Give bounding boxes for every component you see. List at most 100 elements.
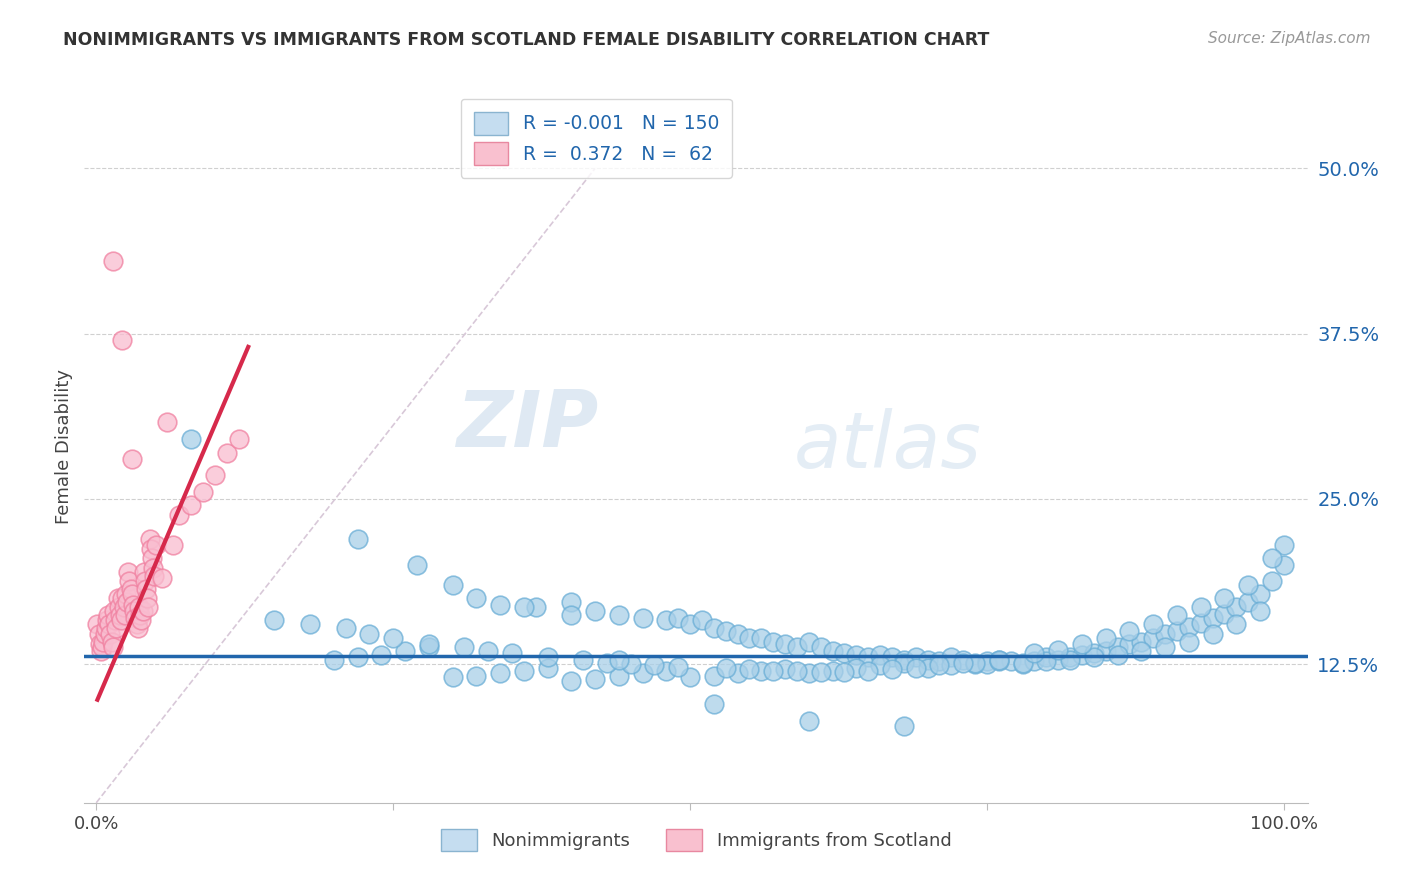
Point <box>394 644 416 658</box>
Point <box>963 656 986 670</box>
Point <box>1249 604 1271 618</box>
Point <box>132 565 155 579</box>
Point <box>406 558 429 572</box>
Point <box>738 631 761 645</box>
Point <box>1189 616 1212 631</box>
Point <box>86 617 108 632</box>
Point <box>138 600 160 615</box>
Point <box>821 644 844 658</box>
Point <box>941 650 963 665</box>
Y-axis label: Female Disability: Female Disability <box>55 368 73 524</box>
Point <box>1201 611 1223 625</box>
Point <box>93 634 115 648</box>
Point <box>869 648 891 662</box>
Point <box>810 665 832 679</box>
Point <box>453 640 475 654</box>
Point <box>583 672 606 686</box>
Point <box>1035 650 1057 665</box>
Point <box>418 640 440 654</box>
Point <box>465 669 488 683</box>
Point <box>1047 653 1070 667</box>
Point <box>655 614 678 628</box>
Point <box>191 485 214 500</box>
Point <box>856 650 879 665</box>
Point <box>834 665 856 679</box>
Text: atlas: atlas <box>794 408 981 484</box>
Point <box>465 591 488 605</box>
Point <box>1059 650 1081 665</box>
Point <box>1130 644 1153 658</box>
Point <box>963 657 986 671</box>
Point <box>1142 631 1164 645</box>
Point <box>90 644 112 658</box>
Point <box>596 656 619 670</box>
Point <box>952 656 974 670</box>
Point <box>114 608 136 623</box>
Point <box>96 614 118 628</box>
Point <box>703 621 725 635</box>
Point <box>120 582 142 596</box>
Point <box>1272 538 1295 552</box>
Point <box>1118 637 1140 651</box>
Point <box>115 595 138 609</box>
Point <box>169 508 191 522</box>
Point <box>560 595 582 609</box>
Point <box>987 653 1010 667</box>
Point <box>679 617 702 632</box>
Point <box>690 614 713 628</box>
Point <box>122 604 145 618</box>
Point <box>560 608 582 623</box>
Point <box>150 571 173 585</box>
Point <box>714 661 737 675</box>
Point <box>1107 640 1129 654</box>
Point <box>215 445 238 459</box>
Legend: Nonimmigrants, Immigrants from Scotland: Nonimmigrants, Immigrants from Scotland <box>426 814 966 865</box>
Point <box>263 614 285 628</box>
Point <box>1166 624 1188 638</box>
Point <box>143 568 166 582</box>
Point <box>101 640 124 654</box>
Point <box>477 644 499 658</box>
Text: Source: ZipAtlas.com: Source: ZipAtlas.com <box>1208 31 1371 46</box>
Point <box>607 669 630 683</box>
Point <box>1201 626 1223 640</box>
Point <box>762 664 785 678</box>
Point <box>1225 617 1247 632</box>
Point <box>1047 642 1070 657</box>
Point <box>917 661 939 675</box>
Point <box>1118 624 1140 638</box>
Point <box>1189 600 1212 615</box>
Point <box>679 670 702 684</box>
Point <box>1107 648 1129 662</box>
Point <box>834 647 856 661</box>
Point <box>100 626 122 640</box>
Point <box>370 648 392 662</box>
Point <box>346 532 368 546</box>
Point <box>156 415 179 429</box>
Point <box>322 653 344 667</box>
Point <box>112 600 135 615</box>
Point <box>489 598 512 612</box>
Point <box>122 598 145 612</box>
Point <box>128 600 150 615</box>
Point <box>880 650 903 665</box>
Point <box>880 662 903 676</box>
Point <box>987 653 1010 667</box>
Point <box>810 640 832 654</box>
Point <box>1166 608 1188 623</box>
Point <box>180 499 202 513</box>
Text: ZIP: ZIP <box>456 386 598 463</box>
Point <box>125 617 148 632</box>
Point <box>856 664 879 678</box>
Point <box>1094 644 1116 658</box>
Point <box>418 637 440 651</box>
Point <box>1225 600 1247 615</box>
Point <box>749 664 772 678</box>
Point <box>976 654 998 668</box>
Point <box>797 634 820 648</box>
Point <box>501 647 523 661</box>
Point <box>1024 654 1046 668</box>
Point <box>180 433 202 447</box>
Point <box>124 611 146 625</box>
Point <box>489 666 512 681</box>
